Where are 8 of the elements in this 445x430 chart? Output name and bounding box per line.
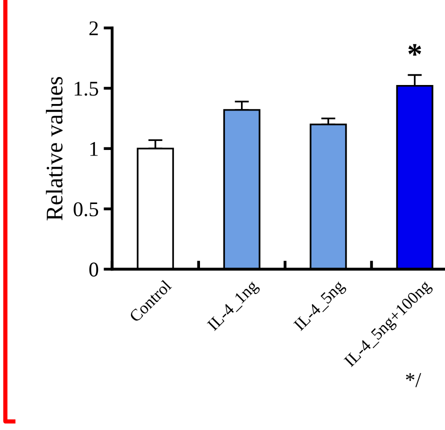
y-tick-label: 0.5: [74, 202, 98, 216]
y-tick-label: 1: [90, 142, 98, 156]
text: */: [406, 373, 422, 388]
y-tick-label: 2: [89, 21, 98, 36]
y-tick-label: 1.5: [74, 82, 98, 96]
annotation: *: [408, 44, 422, 56]
y-axis-title: Relative values: [46, 76, 63, 220]
y-tick-label: 0: [89, 262, 98, 277]
